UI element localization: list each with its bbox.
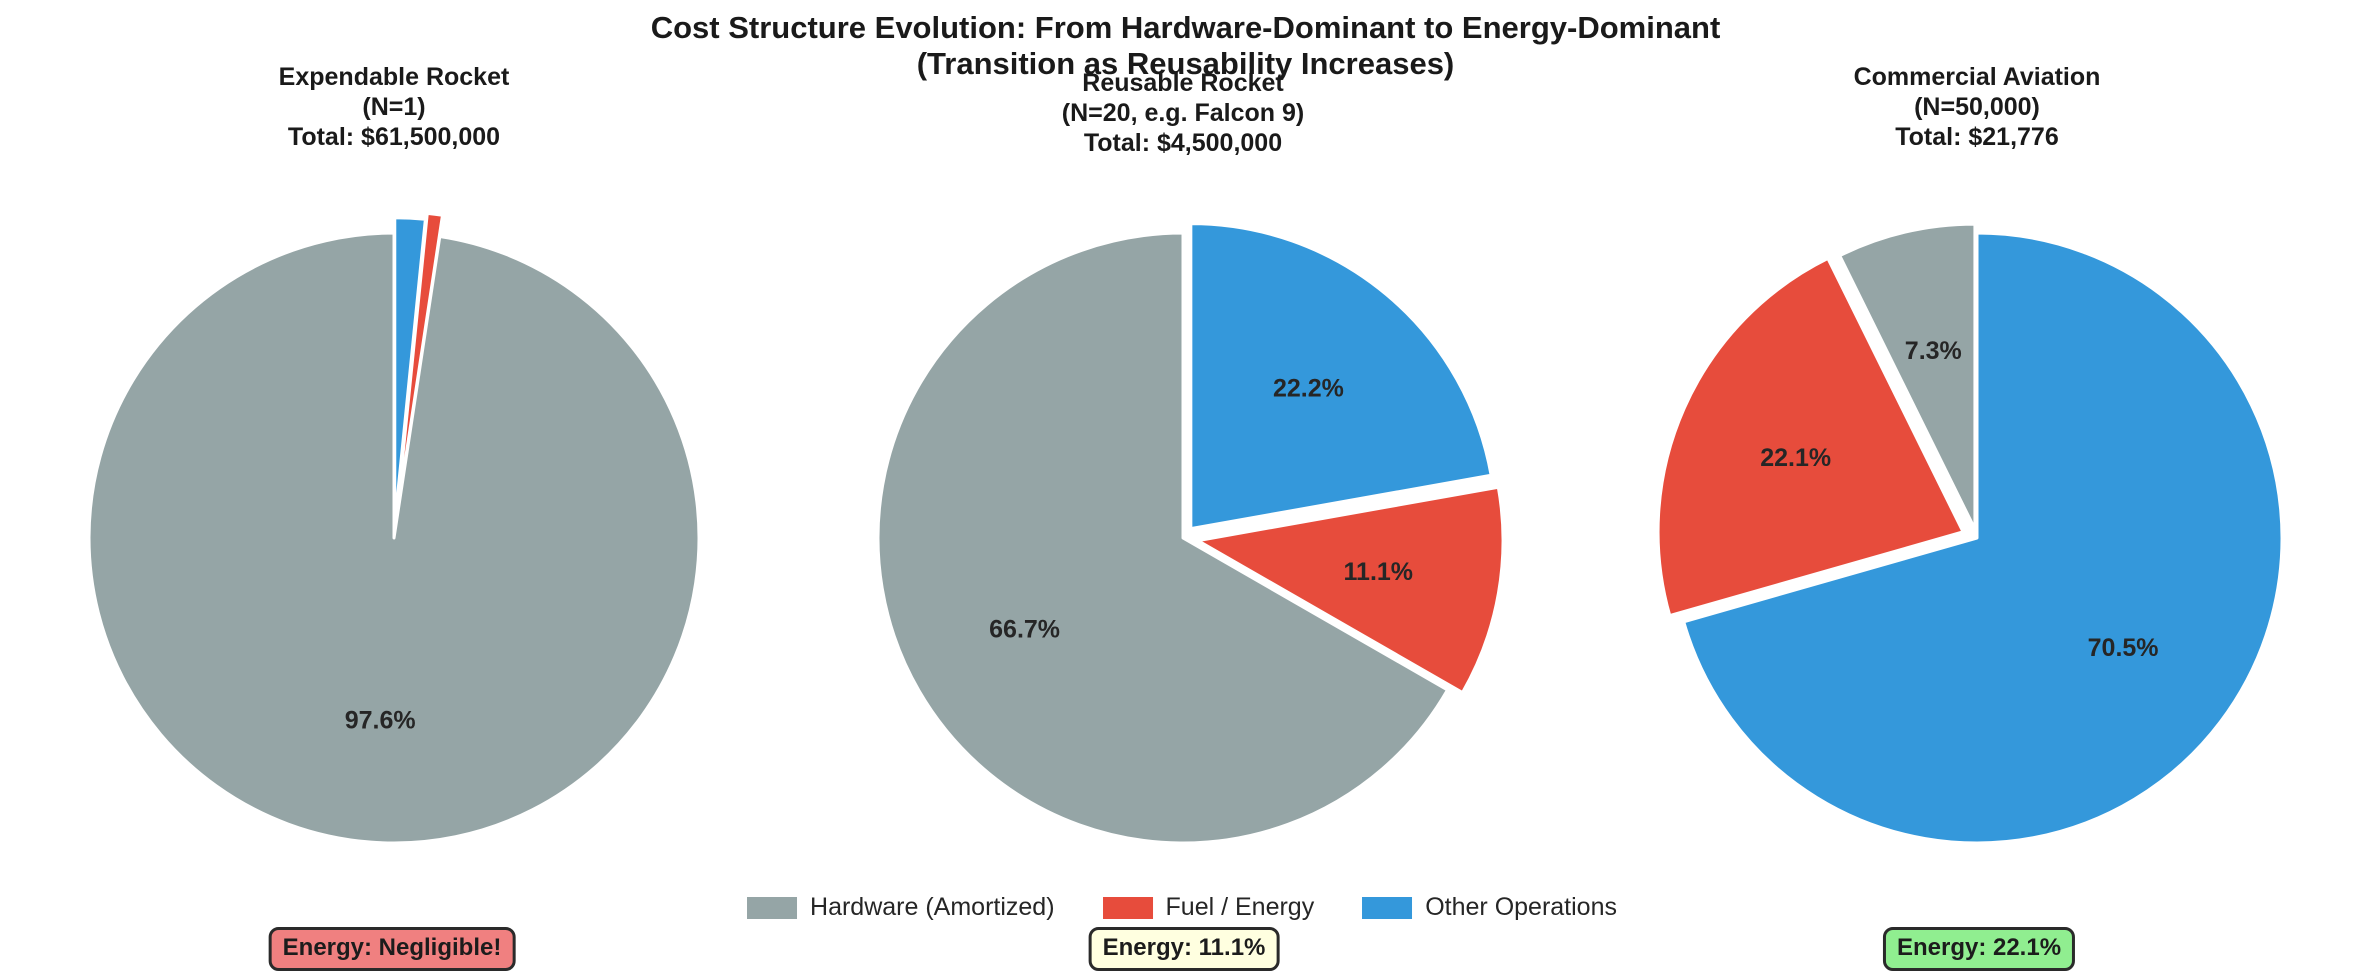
fuel-slice bbox=[1656, 256, 1965, 618]
other-operations-swatch-icon bbox=[1362, 896, 1413, 919]
reusable-rocket-title: Reusable Rocket (N=20, e.g. Falcon 9) To… bbox=[833, 68, 1533, 158]
pct-label-other-operations-slice: 70.5% bbox=[2088, 634, 2159, 662]
fuel-swatch-icon bbox=[1102, 896, 1153, 919]
pct-label-hardware-slice: 66.7% bbox=[989, 616, 1060, 644]
pct-label-hardware-slice: 97.6% bbox=[345, 707, 416, 735]
legend: Hardware (Amortized) Fuel / Energy Other… bbox=[747, 893, 1617, 922]
expendable-rocket-title-line1: Expendable Rocket bbox=[278, 63, 510, 91]
pct-label-hardware-slice: 7.3% bbox=[1905, 337, 1962, 365]
hardware-swatch-icon bbox=[747, 896, 798, 919]
expendable-rocket-pie: 97.6% bbox=[87, 211, 701, 845]
pct-label-fuel-slice: 22.1% bbox=[1760, 444, 1831, 472]
pct-label-other-operations-slice: 22.2% bbox=[1273, 374, 1344, 402]
hardware-slice bbox=[876, 231, 1449, 845]
reusable-rocket-pie: 66.7% 11.1% 22.2% bbox=[876, 222, 1505, 845]
commercial-aviation-title: Commercial Aviation (N=50,000) Total: $2… bbox=[1627, 62, 2327, 152]
energy-annotation-reusable: Energy: 11.1% bbox=[1088, 927, 1280, 971]
figure-title: Cost Structure Evolution: From Hardware-… bbox=[0, 10, 2371, 82]
other-operations-slice bbox=[1682, 231, 2284, 845]
figure-title-line2: (Transition as Reusability Increases) bbox=[916, 46, 1455, 81]
energy-annotation-expendable: Energy: Negligible! bbox=[268, 927, 516, 971]
fuel-slice bbox=[395, 211, 444, 519]
figure-title-line1: Cost Structure Evolution: From Hardware-… bbox=[650, 10, 1721, 45]
pct-label-fuel-slice: 11.1% bbox=[1344, 558, 1414, 586]
reusable-rocket-title-line1: Reusable Rocket bbox=[1082, 69, 1284, 97]
commercial-aviation-pie: 7.3% 22.1% 70.5% bbox=[1656, 222, 2284, 845]
reusable-rocket-total: Total: $4,500,000 bbox=[1083, 129, 1283, 157]
reusable-rocket-title-line2: (N=20, e.g. Falcon 9) bbox=[1061, 99, 1305, 127]
legend-item-fuel: Fuel / Energy bbox=[1102, 893, 1315, 922]
legend-label-hardware: Hardware (Amortized) bbox=[810, 893, 1055, 921]
commercial-aviation-title-line1: Commercial Aviation bbox=[1853, 63, 2101, 91]
commercial-aviation-title-line2: (N=50,000) bbox=[1914, 93, 2040, 121]
commercial-aviation-total: Total: $21,776 bbox=[1895, 123, 2059, 151]
expendable-rocket-title-line2: (N=1) bbox=[362, 93, 426, 121]
hardware-slice bbox=[1838, 222, 1977, 531]
legend-label-other: Other Operations bbox=[1425, 893, 1617, 921]
hardware-slice bbox=[87, 231, 701, 845]
expendable-rocket-title: Expendable Rocket (N=1) Total: $61,500,0… bbox=[44, 62, 744, 152]
legend-item-other: Other Operations bbox=[1362, 893, 1617, 922]
other-operations-slice bbox=[393, 216, 427, 525]
other-operations-slice bbox=[1189, 222, 1493, 531]
expendable-rocket-total: Total: $61,500,000 bbox=[287, 123, 501, 151]
fuel-slice bbox=[1196, 485, 1505, 695]
energy-annotation-aviation: Energy: 22.1% bbox=[1882, 927, 2076, 971]
legend-label-fuel: Fuel / Energy bbox=[1165, 893, 1315, 921]
legend-item-hardware: Hardware (Amortized) bbox=[747, 893, 1055, 922]
